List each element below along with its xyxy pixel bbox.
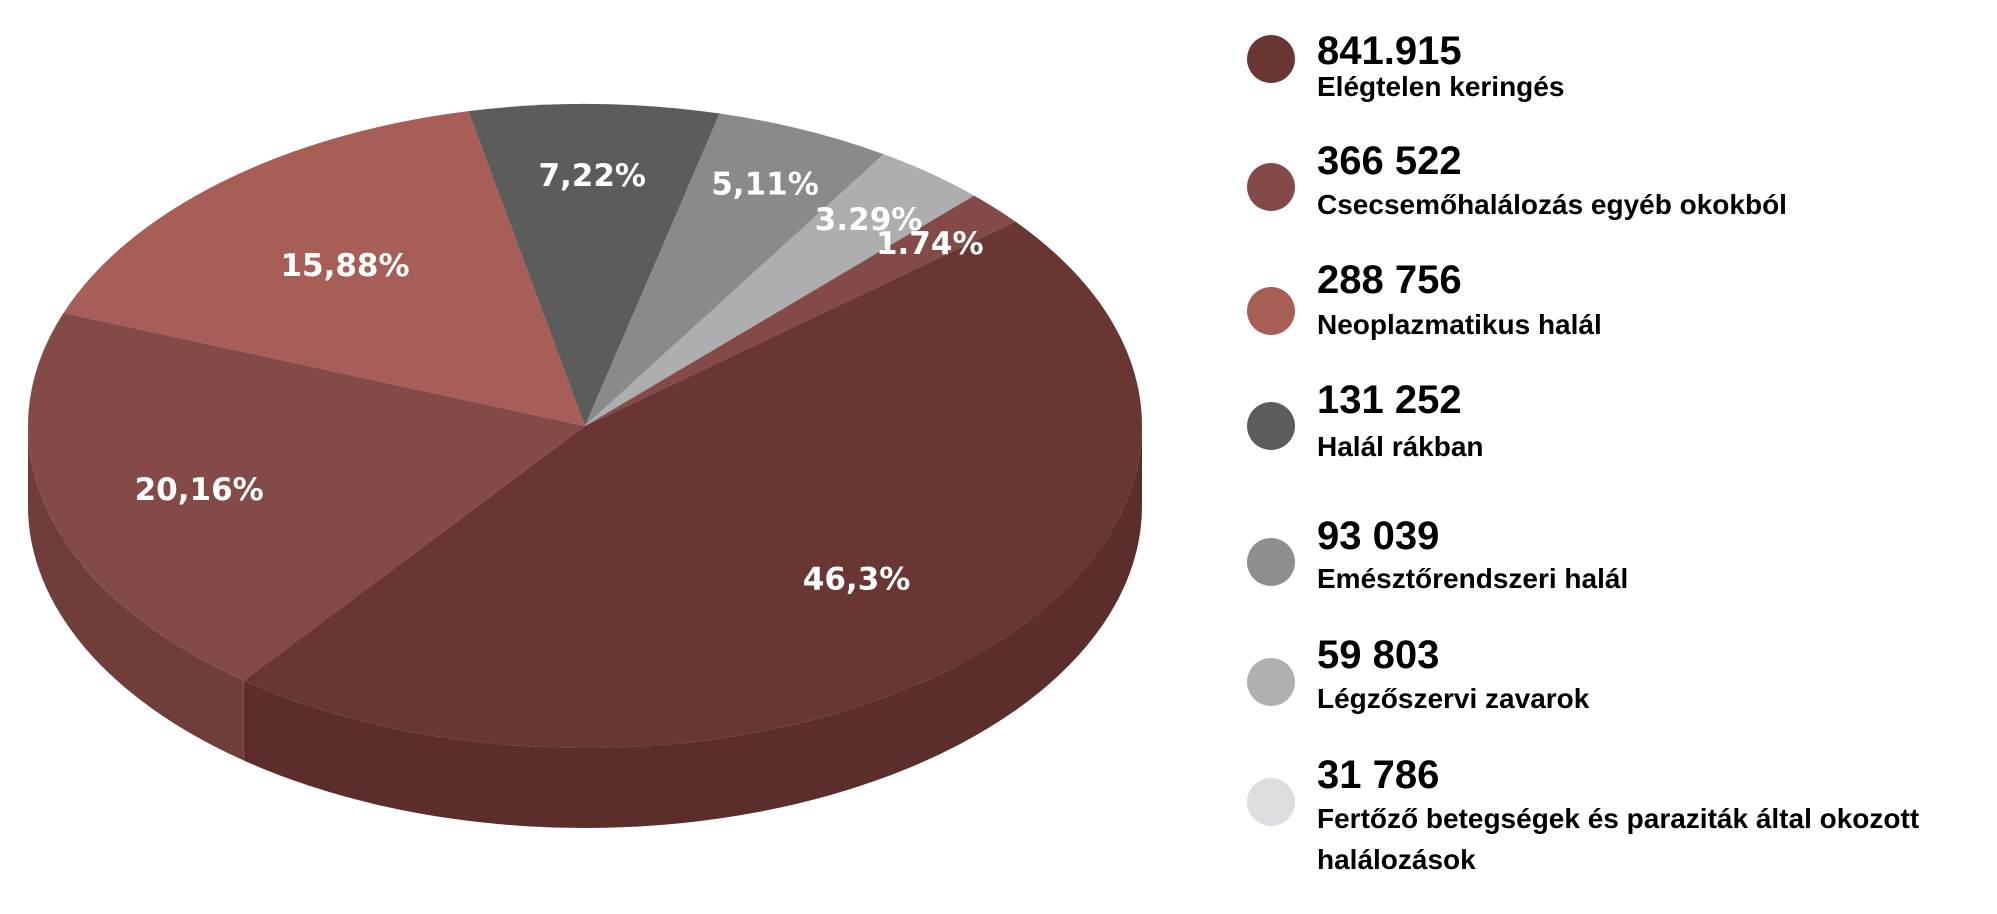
pie-slice-side: [243, 426, 1142, 829]
pie-slice-side: [28, 426, 244, 761]
legend-value: 131 252: [1317, 378, 1462, 422]
legend-label: Elégtelen keringés: [1317, 71, 1565, 102]
pie-slice: [585, 113, 884, 427]
pie-slice: [585, 154, 975, 426]
legend-swatch: [1247, 163, 1295, 211]
pie-chart: 46,3% 20,16% 15,88% 7,22% 5,11%3.29%1.74%: [28, 103, 1143, 829]
legend-swatch: [1247, 538, 1295, 586]
legend-value: 31 786: [1317, 753, 1440, 797]
legend-label: Fertőző betegségek és paraziták által ok…: [1317, 803, 1920, 875]
pie-slice: [468, 103, 720, 426]
pie-slice-label: 20,16%: [135, 472, 264, 508]
legend-value: 288 756: [1317, 258, 1462, 302]
pie-slice: [585, 195, 1016, 426]
pie-slice-label: 7,22%: [538, 158, 646, 194]
legend-value: 59 803: [1317, 633, 1440, 677]
legend-swatch: [1247, 35, 1295, 83]
legend-swatch: [1247, 778, 1295, 826]
pie-slice: [63, 111, 586, 427]
legend-swatch: [1247, 658, 1295, 706]
pie-slice-label: 1.74%: [876, 226, 984, 262]
legend-swatch: [1247, 287, 1295, 335]
pie-slice-label: 3.29%: [815, 202, 923, 238]
legend-value: 366 522: [1317, 139, 1462, 183]
pie-slice-label: 5,11%: [711, 166, 819, 202]
legend-label: Csecsemőhalálozás egyéb okokból: [1317, 189, 1787, 220]
legend-swatch: [1247, 402, 1295, 450]
pie-slice: [243, 221, 1143, 749]
legend-label: Emésztőrendszeri halál: [1317, 563, 1629, 594]
legend-label: Halál rákban: [1317, 431, 1484, 462]
legend-label: Neoplazmatikus halál: [1317, 309, 1602, 340]
pie-slice-label: 46,3%: [803, 562, 911, 598]
pie-slice: [28, 312, 586, 681]
legend-label: Légzőszervi zavarok: [1317, 683, 1590, 714]
pie-slice-label: 15,88%: [280, 248, 409, 284]
legend-value: 93 039: [1317, 514, 1440, 558]
legend-value: 841.915: [1317, 29, 1462, 73]
legend: 841.915 Elégtelen keringés 366 522 Csecs…: [1240, 0, 1997, 914]
